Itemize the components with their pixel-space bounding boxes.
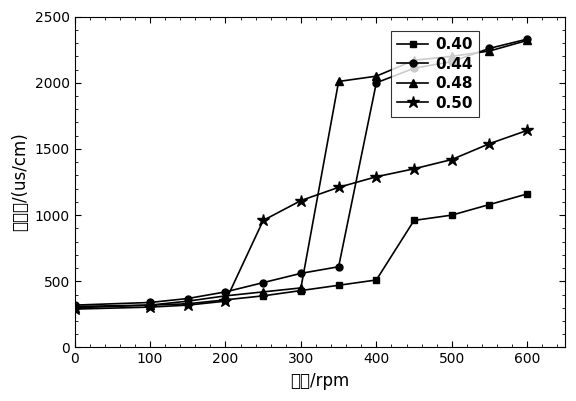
0.44 [411,66,418,71]
0.40 [373,277,380,282]
0.48 [486,49,493,53]
0.44 [147,300,154,305]
0.40 [147,303,154,308]
0.44 [335,264,342,269]
0.48 [147,303,154,308]
Line: 0.44: 0.44 [71,36,530,309]
0.44 [373,80,380,85]
0.48 [71,306,78,310]
0.50 [335,185,342,190]
0.50 [524,128,530,133]
0.50 [260,218,267,223]
0.44 [222,290,229,294]
0.48 [335,79,342,84]
0.50 [448,157,455,162]
0.40 [448,213,455,217]
0.48 [411,58,418,63]
0.40 [260,294,267,298]
Line: 0.48: 0.48 [70,36,531,312]
0.48 [448,54,455,59]
Y-axis label: 电导率/(us/cm): 电导率/(us/cm) [11,133,29,231]
0.40 [71,304,78,309]
0.48 [297,286,304,290]
0.44 [71,303,78,308]
0.40 [297,288,304,293]
0.40 [486,202,493,207]
0.48 [222,294,229,298]
Line: 0.40: 0.40 [71,190,530,310]
X-axis label: 转速/rpm: 转速/rpm [290,372,350,390]
0.44 [260,280,267,285]
0.50 [184,303,191,308]
0.50 [411,166,418,171]
0.50 [297,198,304,203]
0.50 [373,174,380,179]
Legend: 0.40, 0.44, 0.48, 0.50: 0.40, 0.44, 0.48, 0.50 [391,31,479,117]
0.44 [297,271,304,276]
0.40 [222,298,229,302]
0.50 [222,299,229,304]
0.44 [524,37,530,42]
0.48 [184,299,191,304]
0.48 [260,290,267,294]
0.44 [486,46,493,51]
0.50 [486,141,493,146]
0.40 [184,302,191,306]
0.40 [524,192,530,196]
0.40 [335,283,342,288]
0.50 [71,307,78,312]
0.40 [411,218,418,223]
0.48 [373,74,380,79]
Line: 0.50: 0.50 [69,124,533,315]
0.48 [524,38,530,43]
0.50 [147,305,154,310]
0.44 [448,59,455,64]
0.44 [184,296,191,301]
